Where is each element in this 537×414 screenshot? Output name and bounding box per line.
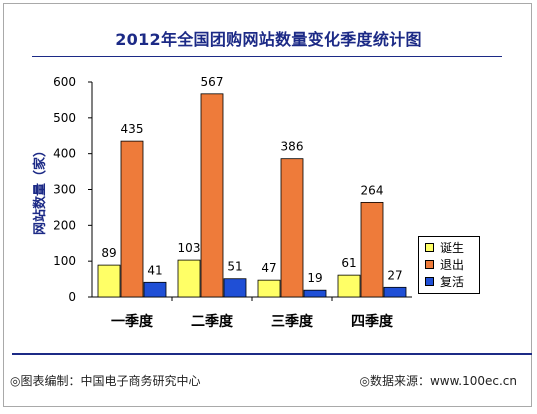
legend-swatch-birth (425, 243, 434, 252)
chart-frame: 2012年全国团购网站数量变化季度统计图 ◎图表编制：中国电子商务研究中心 ◎数… (3, 3, 532, 407)
bar-0-2 (257, 279, 281, 298)
legend-swatch-exit (425, 260, 434, 269)
y-tick-label: 0 (68, 290, 76, 304)
y-tick-label: 200 (53, 218, 76, 232)
bar-0-3 (337, 274, 361, 298)
bar-1-2 (280, 158, 304, 298)
x-tick-label: 四季度 (351, 313, 394, 330)
legend-item-exit: 退出 (425, 256, 479, 273)
y-tick-label: 600 (53, 75, 76, 89)
legend-label-revive: 复活 (440, 275, 465, 289)
bar-0-0 (97, 264, 121, 298)
data-label: 567 (201, 75, 224, 89)
legend-swatch-revive (425, 277, 434, 286)
data-label: 27 (387, 268, 402, 282)
y-tick-label: 300 (53, 183, 76, 197)
data-label: 19 (307, 271, 322, 285)
legend: 诞生 退出 复活 (418, 236, 480, 294)
y-tick-label: 500 (53, 111, 76, 125)
y-tick-label: 400 (53, 147, 76, 161)
legend-label-birth: 诞生 (440, 241, 465, 255)
data-label: 51 (227, 260, 242, 274)
bar-2-2 (303, 289, 327, 298)
data-label: 264 (361, 183, 384, 197)
x-tick-label: 一季度 (111, 313, 154, 330)
data-label: 89 (101, 246, 116, 260)
data-label: 47 (261, 261, 276, 275)
bar-1-0 (120, 140, 144, 298)
legend-item-birth: 诞生 (425, 239, 479, 256)
footer-divider (12, 353, 532, 355)
x-tick-label: 二季度 (191, 313, 234, 330)
bar-2-1 (223, 278, 247, 298)
chart-title: 2012年全国团购网站数量变化季度统计图 (115, 30, 422, 49)
footer-source-data: ◎数据来源：www.100ec.cn (359, 374, 517, 388)
data-label: 103 (178, 241, 201, 255)
data-label: 435 (121, 122, 144, 136)
bar-0-1 (177, 259, 201, 298)
legend-item-revive: 复活 (425, 273, 479, 290)
footer-source-compiler: ◎图表编制：中国电子商务研究中心 (10, 374, 201, 388)
bar-1-1 (200, 93, 224, 298)
data-label: 41 (147, 263, 162, 277)
bar-2-3 (383, 286, 407, 298)
data-label: 61 (341, 256, 356, 270)
bar-2-0 (143, 281, 167, 298)
data-label: 386 (281, 140, 304, 154)
legend-label-exit: 退出 (440, 258, 465, 272)
title-divider (32, 56, 502, 57)
bar-1-3 (360, 201, 384, 298)
y-axis-title: 网站数量（家） (32, 144, 48, 235)
y-tick-label: 100 (53, 254, 76, 268)
x-tick-label: 三季度 (271, 313, 314, 330)
